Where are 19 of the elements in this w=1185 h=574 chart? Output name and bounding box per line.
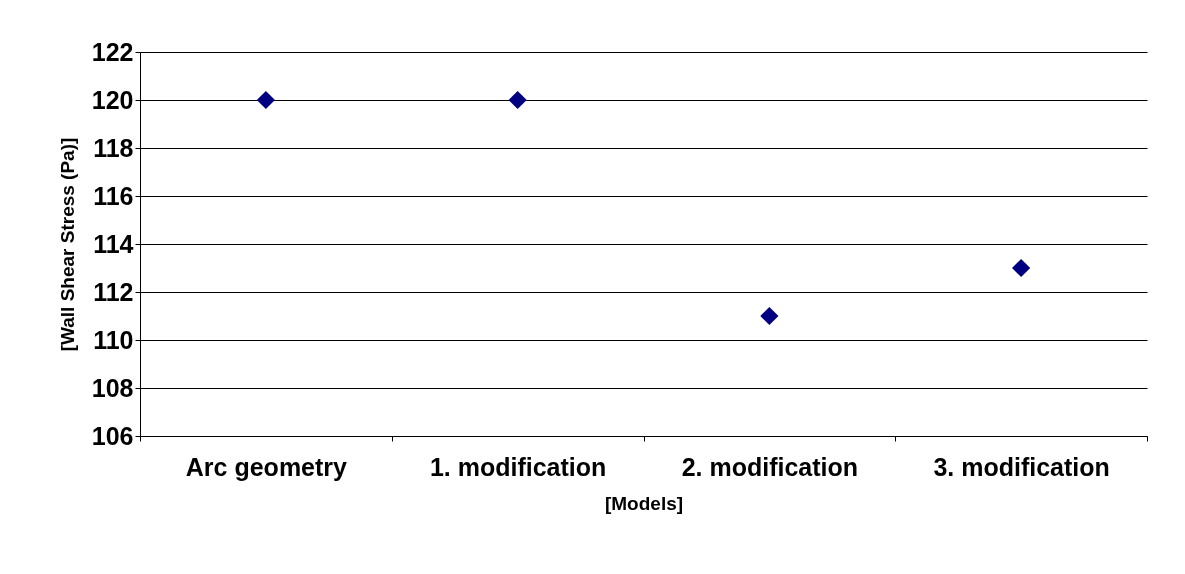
x-tick-label: 1. modification <box>429 452 607 481</box>
x-tick-label: 3. modification <box>933 452 1110 481</box>
y-tick-label: 112 <box>93 277 134 306</box>
y-tick-label: 108 <box>91 373 134 402</box>
y-tick-label: 118 <box>93 133 134 162</box>
x-tick-label: Arc geometry <box>185 452 348 481</box>
point <box>1012 258 1031 278</box>
y-tick-label: 122 <box>91 37 134 66</box>
point <box>508 90 527 110</box>
y-axis-title: [Wall Shear Stress (Pa)] <box>56 137 78 352</box>
point <box>256 90 275 110</box>
x-tick-label: 2. modification <box>681 452 859 481</box>
x-axis-title: [Models] <box>604 492 684 514</box>
y-tick-label: 116 <box>93 181 134 210</box>
y-tick-label: 110 <box>93 325 134 354</box>
point <box>760 306 779 326</box>
y-tick-label: 114 <box>93 229 134 258</box>
y-tick-label: 120 <box>91 85 134 114</box>
y-tick-label: 106 <box>91 421 134 450</box>
